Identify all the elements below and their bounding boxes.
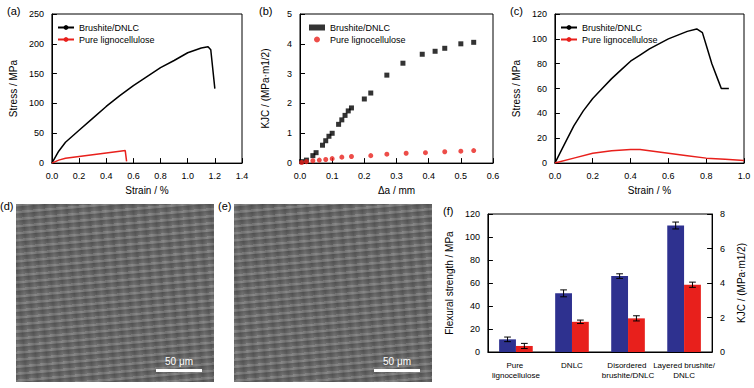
- svg-text:4: 4: [287, 39, 292, 49]
- svg-text:lignocellulose: lignocellulose: [492, 371, 541, 380]
- svg-text:0: 0: [542, 158, 547, 168]
- svg-text:0.6: 0.6: [127, 171, 140, 181]
- svg-text:(f): (f): [443, 205, 453, 217]
- svg-text:1.0: 1.0: [738, 171, 751, 181]
- svg-text:0.2: 0.2: [358, 171, 371, 181]
- svg-text:0.2: 0.2: [73, 171, 86, 181]
- svg-text:Δa / mm: Δa / mm: [378, 185, 415, 196]
- svg-text:250: 250: [29, 9, 44, 19]
- svg-text:(c): (c): [510, 5, 523, 17]
- svg-text:100: 100: [465, 232, 480, 242]
- svg-text:Brushite/DNLC: Brushite/DNLC: [330, 23, 391, 33]
- svg-text:6: 6: [720, 244, 725, 254]
- svg-text:1.0: 1.0: [181, 171, 194, 181]
- html-text:50 μm: 50 μm: [383, 356, 411, 367]
- svg-text:100: 100: [532, 34, 547, 44]
- svg-text:60: 60: [470, 278, 480, 288]
- svg-text:Strain / %: Strain / %: [628, 185, 671, 196]
- svg-text:20: 20: [537, 133, 547, 143]
- svg-text:Stress / MPa: Stress / MPa: [8, 60, 19, 118]
- svg-text:4: 4: [720, 278, 725, 288]
- svg-text:Brushite/DNLC: Brushite/DNLC: [582, 23, 643, 33]
- svg-text:0.4: 0.4: [100, 171, 113, 181]
- svg-text:1.4: 1.4: [236, 171, 249, 181]
- svg-text:8: 8: [720, 209, 725, 219]
- svg-text:DNLC: DNLC: [673, 371, 695, 380]
- svg-text:0: 0: [720, 347, 725, 357]
- svg-text:Flexural strength / MPa: Flexural strength / MPa: [444, 231, 455, 335]
- svg-text:100: 100: [29, 98, 44, 108]
- svg-text:0.5: 0.5: [455, 171, 468, 181]
- svg-text:Strain / %: Strain / %: [125, 185, 168, 196]
- svg-text:Pure lignocellulose: Pure lignocellulose: [330, 35, 406, 45]
- html-text:50 μm: 50 μm: [165, 356, 193, 367]
- svg-text:Pure: Pure: [506, 361, 525, 370]
- svg-text:0.6: 0.6: [662, 171, 675, 181]
- svg-text:200: 200: [29, 39, 44, 49]
- svg-text:KJC / (MPa·m1/2): KJC / (MPa·m1/2): [736, 243, 747, 323]
- svg-text:20: 20: [470, 324, 480, 334]
- svg-text:Pure lignocellulose: Pure lignocellulose: [582, 35, 658, 45]
- svg-text:KJC / (MPa·m1/2): KJC / (MPa·m1/2): [260, 49, 271, 129]
- svg-text:Layered brushite/: Layered brushite/: [653, 361, 716, 370]
- svg-text:120: 120: [465, 209, 480, 219]
- svg-text:0.4: 0.4: [624, 171, 637, 181]
- svg-text:0.8: 0.8: [154, 171, 167, 181]
- svg-text:2: 2: [720, 313, 725, 323]
- svg-text:2: 2: [287, 98, 292, 108]
- svg-text:DNLC: DNLC: [561, 361, 583, 370]
- svg-text:Brushite/DNLC: Brushite/DNLC: [79, 23, 140, 33]
- svg-text:(b): (b): [259, 5, 272, 17]
- svg-text:0.0: 0.0: [294, 171, 307, 181]
- svg-text:40: 40: [470, 301, 480, 311]
- svg-text:0.1: 0.1: [326, 171, 339, 181]
- svg-text:0.4: 0.4: [422, 171, 435, 181]
- svg-text:0: 0: [39, 158, 44, 168]
- svg-text:1.2: 1.2: [209, 171, 222, 181]
- svg-text:Stress / MPa: Stress / MPa: [511, 60, 522, 118]
- svg-text:50: 50: [34, 128, 44, 138]
- html-text:(d): (d): [0, 200, 14, 212]
- svg-text:Pure lignocellulose: Pure lignocellulose: [79, 35, 155, 45]
- svg-text:0.0: 0.0: [46, 171, 59, 181]
- html-text:(e): (e): [218, 200, 232, 212]
- svg-text:brushite/DNLC: brushite/DNLC: [602, 371, 655, 380]
- svg-text:0.3: 0.3: [390, 171, 403, 181]
- svg-text:0.0: 0.0: [549, 171, 562, 181]
- svg-text:0.2: 0.2: [586, 171, 599, 181]
- svg-text:0: 0: [287, 158, 292, 168]
- svg-text:1: 1: [287, 128, 292, 138]
- svg-text:3: 3: [287, 69, 292, 79]
- svg-text:80: 80: [470, 255, 480, 265]
- svg-text:80: 80: [537, 59, 547, 69]
- svg-text:60: 60: [537, 84, 547, 94]
- svg-text:5: 5: [287, 9, 292, 19]
- svg-text:0: 0: [475, 347, 480, 357]
- svg-text:Disordered: Disordered: [607, 361, 648, 370]
- svg-text:120: 120: [532, 9, 547, 19]
- svg-text:40: 40: [537, 108, 547, 118]
- svg-text:0.6: 0.6: [487, 171, 500, 181]
- svg-text:(a): (a): [7, 5, 20, 17]
- svg-text:150: 150: [29, 69, 44, 79]
- svg-text:0.8: 0.8: [700, 171, 713, 181]
